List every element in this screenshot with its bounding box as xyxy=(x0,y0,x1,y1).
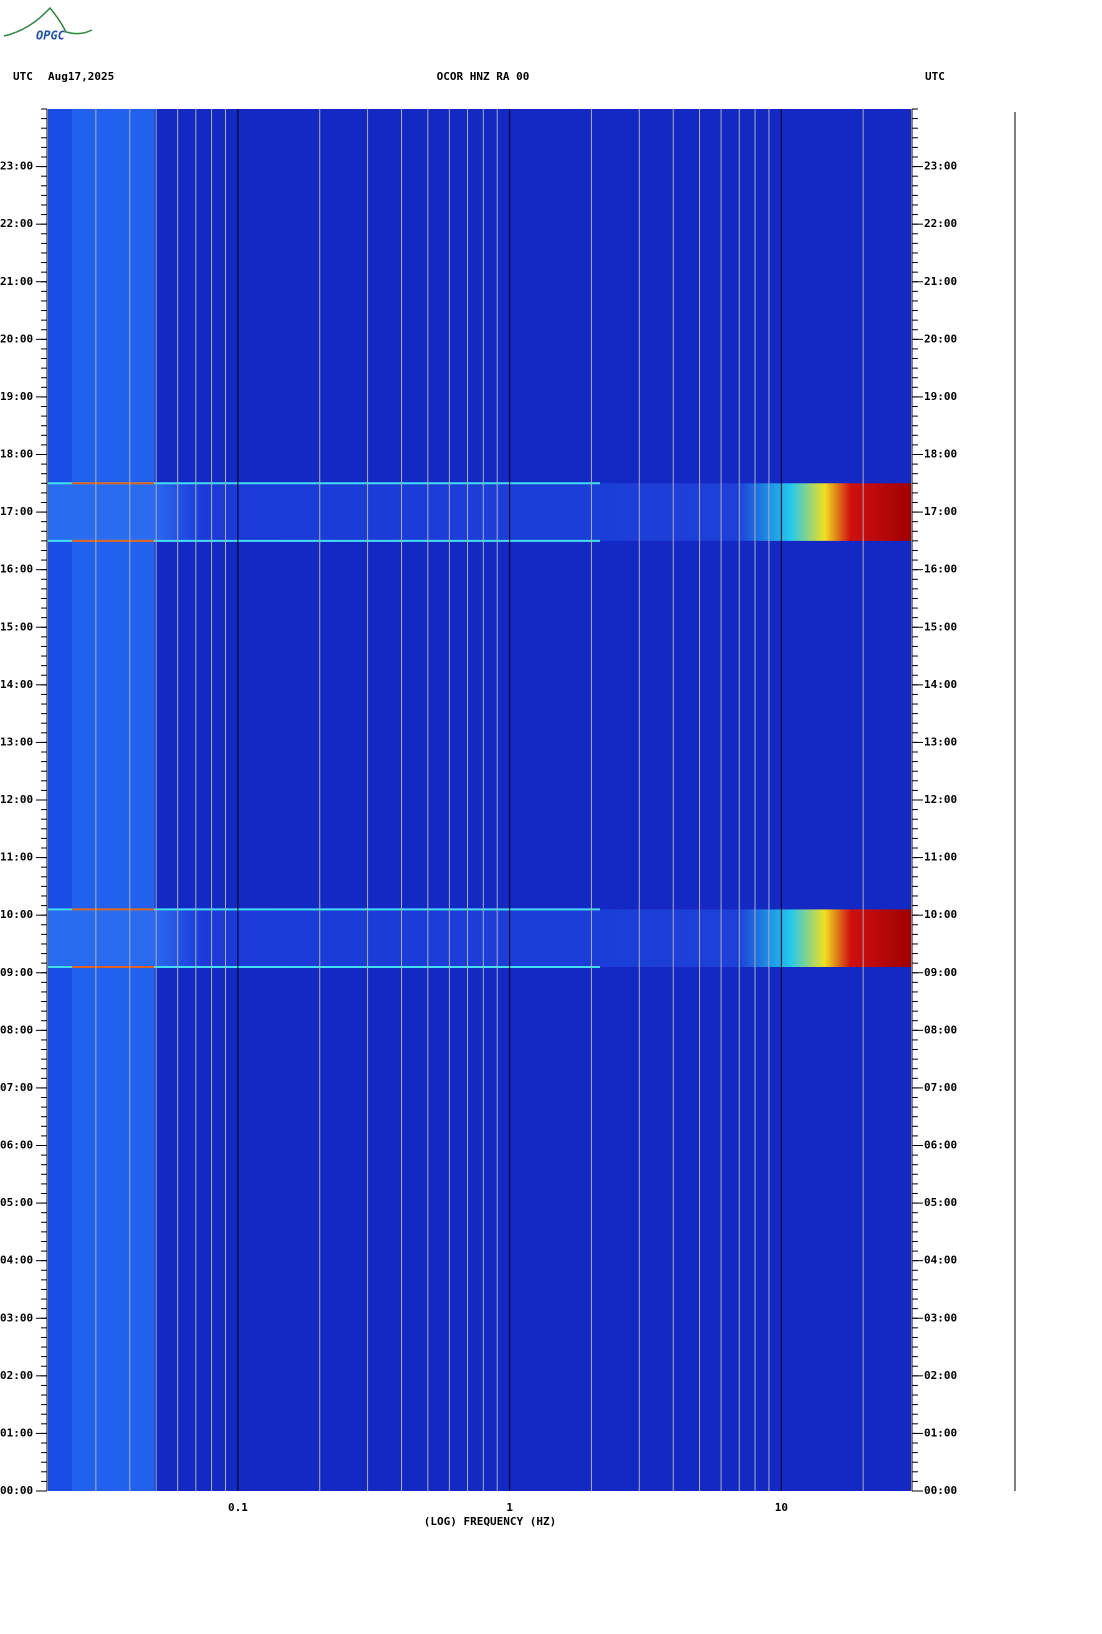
y-tick-label: 09:00 xyxy=(0,966,33,979)
y-tick-label-right: 12:00 xyxy=(924,793,957,806)
y-tick-label: 00:00 xyxy=(0,1484,33,1497)
y-tick-label: 21:00 xyxy=(0,275,33,288)
y-tick-label: 18:00 xyxy=(0,448,33,461)
right-label: UTC xyxy=(925,70,945,83)
x-axis-label: (LOG) FREQUENCY (HZ) xyxy=(424,1515,556,1528)
low-freq-band xyxy=(72,109,154,1491)
y-tick-label: 07:00 xyxy=(0,1081,33,1094)
y-tick-label-right: 18:00 xyxy=(924,448,957,461)
y-tick-label-right: 13:00 xyxy=(924,735,957,748)
y-tick-label: 03:00 xyxy=(0,1311,33,1324)
left-label: UTC xyxy=(13,70,33,83)
y-tick-label: 20:00 xyxy=(0,332,33,345)
y-tick-label-right: 06:00 xyxy=(924,1139,957,1152)
x-tick-label: 0.1 xyxy=(228,1501,248,1514)
y-tick-label-right: 02:00 xyxy=(924,1369,957,1382)
plot-background xyxy=(48,109,911,1491)
y-tick-label: 06:00 xyxy=(0,1139,33,1152)
chart-title: OCOR HNZ RA 00 xyxy=(437,70,530,83)
y-tick-label: 02:00 xyxy=(0,1369,33,1382)
y-tick-label-right: 03:00 xyxy=(924,1311,957,1324)
y-tick-label-right: 04:00 xyxy=(924,1254,957,1267)
y-tick-label: 16:00 xyxy=(0,563,33,576)
y-tick-label-right: 22:00 xyxy=(924,217,957,230)
y-tick-label-right: 11:00 xyxy=(924,851,957,864)
logo-mark xyxy=(3,6,93,37)
logo: OPGC xyxy=(36,29,66,43)
y-tick-label-right: 23:00 xyxy=(924,160,957,173)
y-tick-label-right: 15:00 xyxy=(924,620,957,633)
y-tick-label-right: 08:00 xyxy=(924,1023,957,1036)
event-band xyxy=(48,483,911,541)
y-tick-label-right: 21:00 xyxy=(924,275,957,288)
y-tick-label: 12:00 xyxy=(0,793,33,806)
y-tick-label: 23:00 xyxy=(0,160,33,173)
y-tick-label-right: 01:00 xyxy=(924,1426,957,1439)
y-tick-label: 01:00 xyxy=(0,1426,33,1439)
y-tick-label-right: 10:00 xyxy=(924,908,957,921)
y-tick-label-right: 09:00 xyxy=(924,966,957,979)
y-tick-label: 15:00 xyxy=(0,620,33,633)
event-band xyxy=(48,909,911,967)
y-tick-label-right: 07:00 xyxy=(924,1081,957,1094)
y-tick-label-right: 05:00 xyxy=(924,1196,957,1209)
y-tick-label: 13:00 xyxy=(0,735,33,748)
y-tick-label: 14:00 xyxy=(0,678,33,691)
y-tick-label: 08:00 xyxy=(0,1023,33,1036)
y-tick-label-right: 19:00 xyxy=(924,390,957,403)
y-tick-label: 11:00 xyxy=(0,851,33,864)
y-tick-label: 19:00 xyxy=(0,390,33,403)
x-tick-label: 10 xyxy=(775,1501,788,1514)
date: Aug17,2025 xyxy=(48,70,114,83)
x-tick-label: 1 xyxy=(506,1501,513,1514)
y-tick-label-right: 14:00 xyxy=(924,678,957,691)
y-tick-label: 04:00 xyxy=(0,1254,33,1267)
y-tick-label-right: 20:00 xyxy=(924,332,957,345)
y-tick-label-right: 16:00 xyxy=(924,563,957,576)
y-tick-label: 10:00 xyxy=(0,908,33,921)
y-tick-label: 22:00 xyxy=(0,217,33,230)
y-tick-label: 05:00 xyxy=(0,1196,33,1209)
y-tick-label-right: 17:00 xyxy=(924,505,957,518)
y-tick-label: 17:00 xyxy=(0,505,33,518)
y-tick-label-right: 00:00 xyxy=(924,1484,957,1497)
